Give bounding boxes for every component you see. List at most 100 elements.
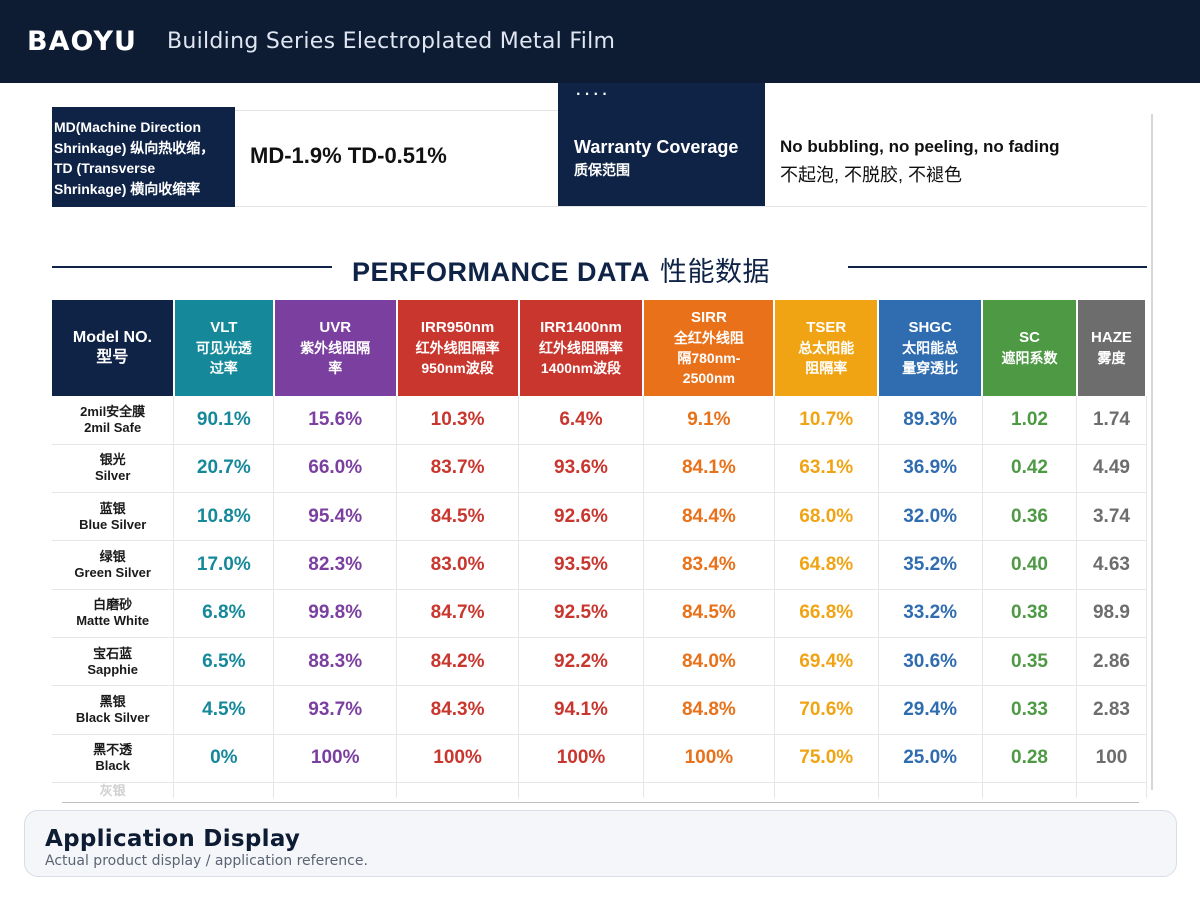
value-cell: 84.8%	[643, 685, 775, 735]
model-name-en: Blue Silver	[79, 516, 147, 532]
column-header: UVR 紫外线阻隔率	[273, 300, 398, 396]
value-cell: 0.40	[982, 540, 1078, 590]
model-name-zh: 黑不透	[93, 742, 133, 758]
shrinkage-label-line: Shrinkage) 纵向热收缩，	[54, 139, 215, 156]
column-header-line: 1400nm波段	[540, 360, 622, 376]
value-cell: 25.0%	[878, 734, 983, 783]
column-header: TSER 总太阳能 阻隔率	[774, 300, 880, 396]
column-header-line: TSER	[806, 319, 847, 336]
value-cell: 4.49	[1076, 444, 1147, 494]
value-cell: 84.5%	[396, 492, 520, 542]
column-header: HAZE 雾度	[1076, 300, 1147, 396]
table-row: 白磨砂 Matte White 6.8% 99.8% 84.7% 92.5% 84.5% 66…	[52, 589, 1147, 638]
column-header-line: 可见光透	[195, 340, 252, 356]
value-cell: 4.5%	[173, 685, 275, 735]
value-cell: 2.86	[1076, 637, 1147, 687]
value-cell: 15.6%	[273, 396, 398, 445]
column-header-line: 全红外线阻	[673, 330, 744, 346]
table-header-row: Model NO. 型号 VLT 可见光透 过率 UVR 紫外线阻隔率 IRR950nm 红外线…	[52, 300, 1147, 396]
column-header-line: 红外线阻隔率	[415, 340, 500, 356]
value-cell	[982, 782, 1078, 798]
value-cell: 92.6%	[518, 492, 644, 542]
column-header-line: SC	[1019, 329, 1040, 346]
table-row-cut-off: 灰银	[52, 782, 1147, 798]
value-cell: 90.1%	[173, 396, 275, 445]
column-header-line: 型号	[96, 349, 129, 366]
column-header-line: 2500nm	[682, 370, 735, 386]
table-row: 黑银 Black Silver 4.5% 93.7% 84.3% 94.1% 84.8% 70…	[52, 685, 1147, 735]
divider	[235, 206, 1147, 207]
column-header-line: Model NO.	[72, 329, 152, 346]
value-cell: 84.5%	[643, 589, 775, 638]
model-cell: 灰银	[52, 782, 175, 798]
application-display-title: Application Display	[45, 826, 301, 852]
model-cell: 绿银 Green Silver	[52, 540, 175, 590]
model-name-zh: 宝石蓝	[93, 645, 133, 661]
value-cell: 10.3%	[396, 396, 520, 445]
value-cell: 94.1%	[518, 685, 644, 735]
model-name-en: Sapphie	[87, 661, 138, 677]
model-name-zh: 黑银	[99, 693, 126, 709]
model-cell: 宝石蓝 Sapphie	[52, 637, 175, 687]
value-cell	[518, 782, 644, 798]
table-row: 银光 Silver 20.7% 66.0% 83.7% 93.6% 84.1% 63.1% 36…	[52, 444, 1147, 494]
heading-rule-left	[52, 266, 332, 268]
column-header-line: 红外线阻隔率	[538, 340, 623, 356]
value-cell: 6.8%	[173, 589, 275, 638]
value-cell: 0.42	[982, 444, 1078, 494]
value-cell: 83.0%	[396, 540, 520, 590]
column-header: IRR950nm 红外线阻隔率 950nm波段	[396, 300, 520, 396]
value-cell	[643, 782, 775, 798]
column-header-line: IRR950nm	[420, 319, 495, 336]
value-cell: 68.0%	[774, 492, 879, 542]
top-header: BAOYU Building Series Electroplated Meta…	[0, 0, 1200, 83]
application-display-card: Application Display Actual product displ…	[24, 810, 1177, 877]
table-body: 2mil安全膜 2mil Safe 90.1% 15.6% 10.3% 6.4% 9.1% 1…	[52, 396, 1147, 798]
column-header-line: 太阳能总	[902, 340, 959, 356]
value-cell: 9.1%	[643, 396, 775, 445]
value-cell: 0.33	[982, 685, 1078, 735]
value-cell: 30.6%	[878, 637, 983, 687]
value-cell: 95.4%	[273, 492, 398, 542]
column-header: SHGC 太阳能总 量穿透比	[878, 300, 984, 396]
value-cell: 0%	[173, 734, 275, 783]
value-cell: 0.36	[982, 492, 1078, 542]
model-name-en: Green Silver	[74, 565, 151, 581]
divider	[62, 802, 1139, 803]
value-cell: 99.8%	[273, 589, 398, 638]
column-header-line: 量穿透比	[902, 360, 959, 376]
value-cell: 84.1%	[643, 444, 775, 494]
warranty-value: No bubbling, no peeling, no fading 不起泡, …	[780, 137, 1060, 187]
product-spec-document: · · · · MD(Machine Direction Shrinkage) …	[52, 83, 1147, 798]
value-cell: 70.6%	[774, 685, 879, 735]
column-header-line: VLT	[210, 319, 238, 336]
performance-heading: PERFORMANCE DATA 性能数据	[52, 253, 1147, 289]
value-cell: 0.28	[982, 734, 1078, 783]
model-cell: 黑银 Black Silver	[52, 685, 175, 735]
value-cell: 83.7%	[396, 444, 520, 494]
shrinkage-value: MD-1.9% TD-0.51%	[250, 143, 447, 168]
column-header-line: 总太阳能	[798, 340, 855, 356]
value-cell: 92.5%	[518, 589, 644, 638]
table-row: 宝石蓝 Sapphie 6.5% 88.3% 84.2% 92.2% 84.0% 69.4% 3…	[52, 637, 1147, 687]
column-header-line: 雾度	[1097, 350, 1126, 366]
column-header-line: 遮阳系数	[1001, 350, 1058, 366]
value-cell: 100	[1076, 734, 1147, 783]
value-cell: 84.3%	[396, 685, 520, 735]
value-cell: 83.4%	[643, 540, 775, 590]
value-cell: 10.7%	[774, 396, 879, 445]
value-cell: 92.2%	[518, 637, 644, 687]
value-cell: 4.63	[1076, 540, 1147, 590]
warranty-value-en: No bubbling, no peeling, no fading	[780, 137, 1060, 156]
column-header-line: HAZE	[1091, 329, 1132, 346]
warranty-value-zh: 不起泡, 不脱胶, 不褪色	[780, 165, 963, 185]
value-cell: 66.8%	[774, 589, 879, 638]
value-cell: 69.4%	[774, 637, 879, 687]
value-cell	[273, 782, 398, 798]
model-name-en: 2mil Safe	[84, 419, 142, 435]
value-cell: 10.8%	[173, 492, 275, 542]
model-cell: 银光 Silver	[52, 444, 175, 494]
value-cell: 29.4%	[878, 685, 983, 735]
spec-row: MD(Machine Direction Shrinkage) 纵向热收缩， T…	[52, 107, 1147, 207]
shrinkage-label-line: Shrinkage) 横向收缩率	[54, 180, 201, 197]
